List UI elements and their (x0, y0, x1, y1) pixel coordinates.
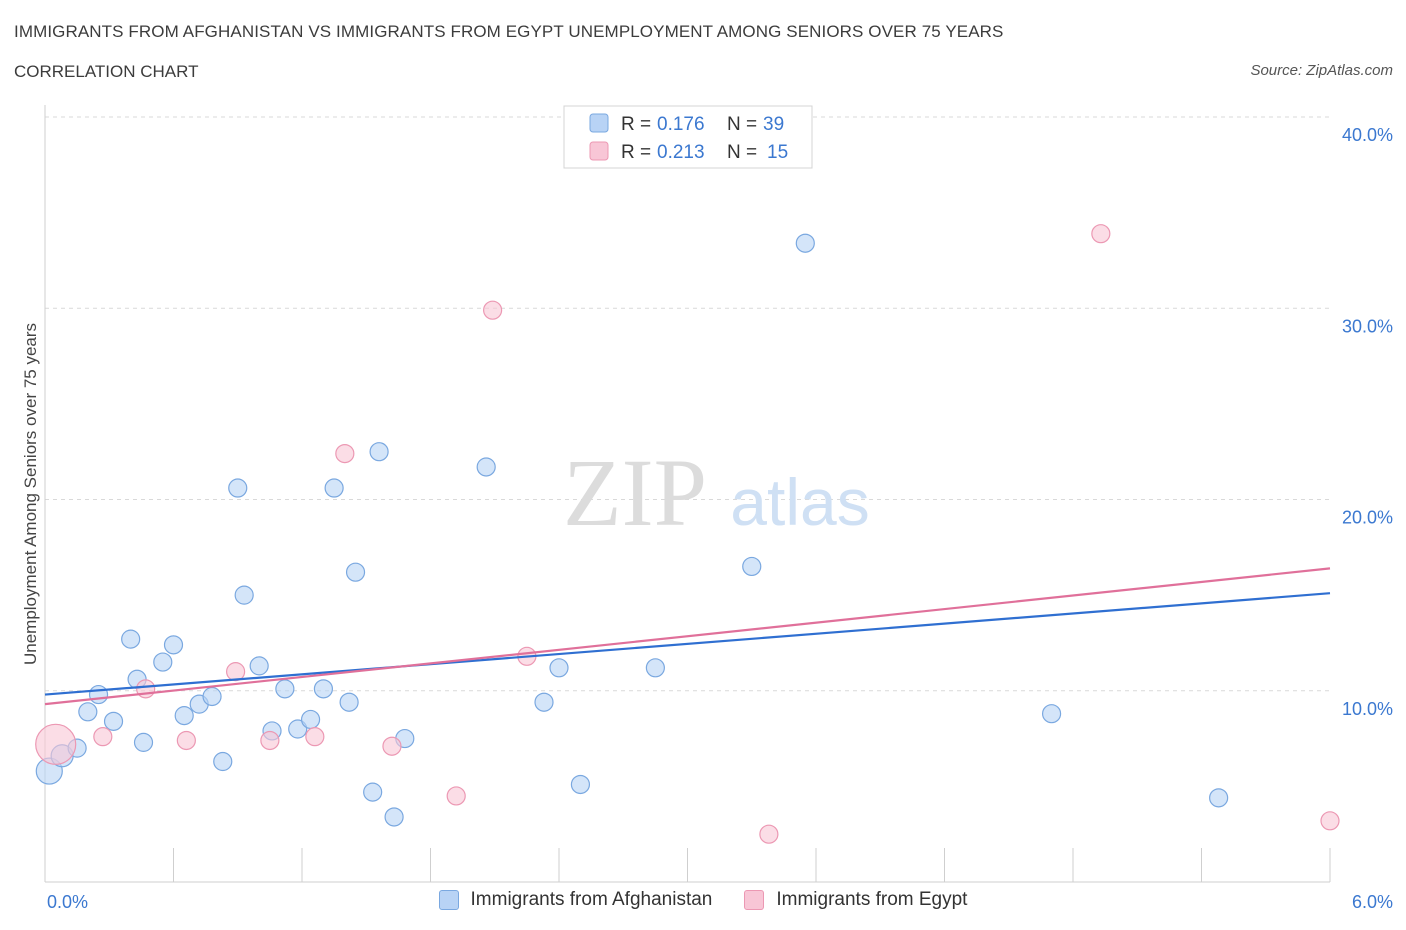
point-afghanistan[interactable] (249, 656, 269, 676)
point-afghanistan[interactable] (534, 692, 554, 712)
point-afghanistan[interactable] (88, 684, 109, 705)
point-egypt[interactable] (305, 727, 325, 747)
point-afghanistan[interactable] (345, 562, 366, 582)
point-egypt[interactable] (226, 662, 246, 682)
data-points (35, 224, 1340, 844)
point-afghanistan[interactable] (795, 233, 815, 253)
trend-line-afghanistan (44, 592, 1331, 696)
chart-title: IMMIGRANTS FROM AFGHANISTAN VS IMMIGRANT… (14, 22, 1004, 41)
point-egypt[interactable] (35, 723, 77, 765)
point-afghanistan[interactable] (313, 679, 334, 699)
legend-r-egypt: 0.213 (657, 142, 705, 163)
point-afghanistan[interactable] (163, 635, 184, 655)
point-afghanistan[interactable] (300, 709, 321, 730)
y-tick-label: 30.0% (1342, 316, 1393, 336)
point-egypt[interactable] (335, 444, 355, 464)
point-afghanistan[interactable] (549, 658, 569, 678)
point-afghanistan[interactable] (1041, 704, 1062, 724)
stats-legend: R = 0.176 N = 39 R = 0.213 N = 15 (563, 105, 813, 169)
point-egypt[interactable] (446, 786, 466, 806)
point-afghanistan[interactable] (1209, 788, 1229, 808)
y-tick-label: 20.0% (1342, 508, 1393, 528)
point-egypt[interactable] (382, 736, 402, 756)
point-afghanistan[interactable] (103, 711, 124, 731)
point-egypt[interactable] (1320, 811, 1340, 831)
x-tick-label: 6.0% (1352, 892, 1393, 912)
point-afghanistan[interactable] (476, 457, 496, 477)
point-afghanistan[interactable] (570, 774, 591, 795)
point-afghanistan[interactable] (202, 686, 222, 707)
watermark-zip: ZIP (563, 439, 707, 546)
point-afghanistan[interactable] (133, 732, 154, 752)
point-egypt[interactable] (483, 300, 503, 320)
legend-n-label: N = (727, 114, 757, 135)
point-afghanistan[interactable] (78, 702, 98, 722)
legend-item-egypt[interactable]: Immigrants from Egypt (744, 889, 967, 911)
point-afghanistan[interactable] (339, 692, 359, 712)
watermark: ZIP atlas (563, 439, 870, 546)
y-tick-label: 10.0% (1342, 699, 1393, 719)
tick-labels: 10.0% 20.0% 30.0% 40.0% 0.0% 6.0% (47, 125, 1393, 912)
point-afghanistan[interactable] (228, 478, 248, 498)
legend-item-afghanistan[interactable]: Immigrants from Afghanistan (438, 889, 713, 911)
point-afghanistan[interactable] (234, 585, 254, 605)
source-credit: Source: ZipAtlas.com (1250, 62, 1393, 79)
point-afghanistan[interactable] (645, 658, 665, 678)
legend-swatch-egypt (589, 141, 609, 161)
point-afghanistan[interactable] (742, 556, 762, 577)
point-afghanistan[interactable] (275, 679, 295, 699)
point-afghanistan[interactable] (369, 442, 389, 462)
legend-n-egypt: 15 (767, 142, 788, 163)
y-tick-label: 40.0% (1342, 125, 1393, 145)
watermark-atlas: atlas (730, 465, 869, 539)
axes (44, 105, 1331, 883)
point-egypt[interactable] (759, 824, 779, 844)
point-egypt[interactable] (93, 727, 113, 747)
legend-label-afghanistan: Immigrants from Afghanistan (470, 889, 713, 910)
point-egypt[interactable] (1091, 224, 1111, 244)
point-afghanistan[interactable] (174, 706, 194, 726)
legend-swatch-egypt (744, 890, 765, 910)
series-legend: Immigrants from Afghanistan Immigrants f… (0, 889, 1406, 911)
point-afghanistan[interactable] (121, 629, 141, 649)
legend-swatch-afghanistan (438, 890, 459, 910)
point-afghanistan[interactable] (363, 782, 383, 802)
legend-label-egypt: Immigrants from Egypt (776, 889, 968, 910)
point-afghanistan[interactable] (384, 807, 404, 827)
point-afghanistan[interactable] (324, 478, 344, 498)
legend-r-label: R = (621, 114, 651, 135)
legend-n-label: N = (727, 142, 757, 163)
y-axis-label: Unemployment Among Seniors over 75 years (21, 322, 40, 666)
point-afghanistan[interactable] (213, 751, 233, 772)
point-egypt[interactable] (260, 730, 280, 751)
point-afghanistan[interactable] (153, 652, 173, 672)
legend-swatch-afghanistan (589, 113, 609, 133)
legend-r-afghanistan: 0.176 (657, 114, 705, 135)
chart-subtitle: CORRELATION CHART (14, 62, 199, 81)
trend-line-egypt (44, 567, 1331, 706)
legend-r-label: R = (621, 142, 651, 163)
point-egypt[interactable] (176, 730, 196, 751)
point-afghanistan[interactable] (288, 719, 308, 739)
x-tick-label: 0.0% (47, 892, 88, 912)
trend-lines (44, 567, 1331, 706)
gridlines (45, 116, 1330, 692)
legend-n-afghanistan: 39 (763, 114, 784, 135)
